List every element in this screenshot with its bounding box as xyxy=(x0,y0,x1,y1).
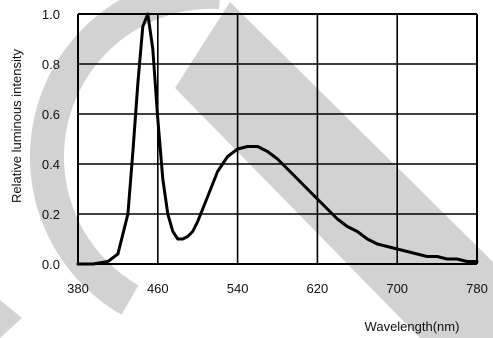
data-point xyxy=(191,230,194,233)
x-tick-label: 460 xyxy=(147,281,169,296)
data-point xyxy=(157,118,159,120)
data-point xyxy=(286,168,289,170)
data-point xyxy=(396,248,399,250)
data-point xyxy=(316,198,319,200)
data-point xyxy=(426,255,428,258)
y-tick-label: 0.8 xyxy=(42,57,60,72)
y-tick-label: 0.4 xyxy=(42,157,60,172)
data-point xyxy=(366,238,369,240)
watermark-arc xyxy=(30,0,220,315)
data-point xyxy=(181,238,184,240)
watermark-slash xyxy=(175,2,493,338)
data-point xyxy=(147,13,149,15)
data-point xyxy=(137,83,139,85)
data-point xyxy=(246,145,249,148)
data-point xyxy=(446,258,448,260)
data-point xyxy=(306,188,309,190)
watermark-corner xyxy=(0,300,22,338)
data-point xyxy=(117,253,119,255)
data-point xyxy=(177,238,179,240)
data-point xyxy=(107,260,109,263)
chart-grid xyxy=(77,13,478,265)
x-tick-label: 780 xyxy=(466,281,488,296)
y-axis-label: Relative luminous intensity xyxy=(9,49,24,203)
x-tick-labels: 380 460 540 620 700 780 xyxy=(67,281,488,296)
data-point xyxy=(152,48,154,50)
data-point xyxy=(196,220,199,223)
x-tick-label: 380 xyxy=(67,281,89,296)
data-point xyxy=(266,150,269,153)
data-point xyxy=(226,155,229,158)
data-point xyxy=(276,158,279,160)
data-point xyxy=(356,230,359,233)
data-point xyxy=(186,235,189,238)
data-point xyxy=(456,258,458,260)
data-point xyxy=(326,208,329,210)
data-point xyxy=(406,250,409,253)
x-tick-label: 700 xyxy=(386,281,408,296)
data-point xyxy=(436,255,438,258)
data-point xyxy=(167,213,169,215)
data-point xyxy=(142,25,144,28)
data-point xyxy=(386,245,389,248)
data-point xyxy=(236,148,239,150)
data-point xyxy=(336,218,339,220)
x-tick-label: 620 xyxy=(307,281,329,296)
data-point xyxy=(296,178,299,180)
data-point xyxy=(476,260,478,263)
data-point xyxy=(127,213,129,215)
data-point xyxy=(416,253,418,255)
data-point xyxy=(376,243,379,245)
y-tick-label: 1.0 xyxy=(42,7,60,22)
x-axis-label: Wavelength(nm) xyxy=(365,319,460,334)
data-point xyxy=(77,263,79,265)
y-tick-label: 0.6 xyxy=(42,107,60,122)
data-point xyxy=(216,170,219,173)
data-point xyxy=(346,225,349,228)
data-point xyxy=(256,145,259,148)
data-point xyxy=(206,195,209,198)
data-point xyxy=(162,178,164,180)
series-layer xyxy=(76,12,479,266)
data-point xyxy=(92,263,94,265)
data-point xyxy=(172,230,174,233)
y-tick-label: 0.2 xyxy=(42,207,60,222)
y-tick-label: 0.0 xyxy=(42,257,60,272)
y-tick-labels: 0.0 0.2 0.4 0.6 0.8 1.0 xyxy=(42,7,60,272)
data-point xyxy=(132,150,134,153)
x-tick-label: 540 xyxy=(227,281,249,296)
data-point xyxy=(466,260,468,263)
